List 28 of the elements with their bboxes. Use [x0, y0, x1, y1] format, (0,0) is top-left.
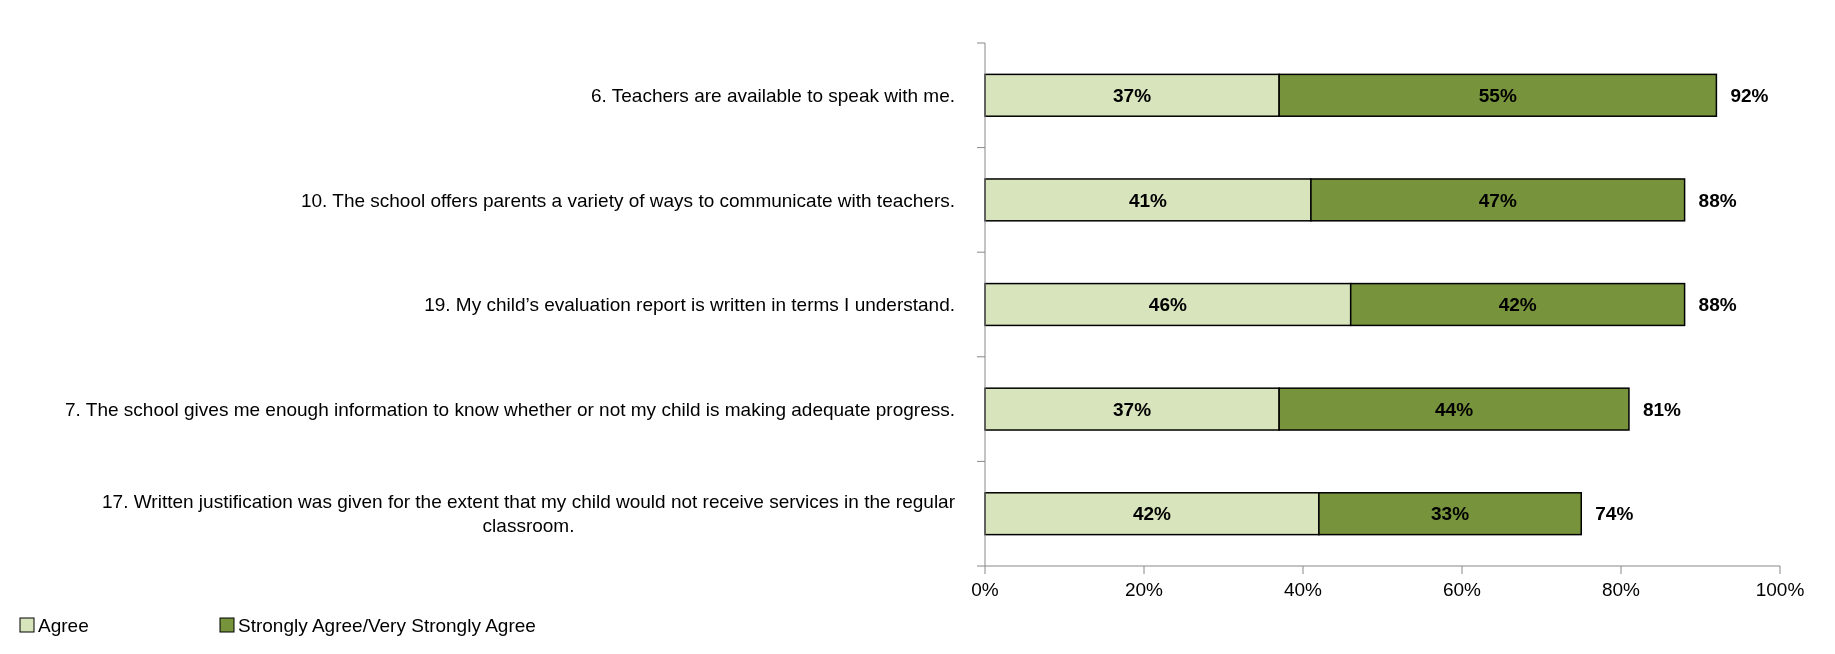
data-label: 55%	[1478, 84, 1517, 106]
total-label: 74%	[1595, 503, 1634, 525]
data-label: 47%	[1478, 189, 1517, 211]
y-tick-label: 10. The school offers parents a variety of ways to communicate with teachers.	[300, 189, 955, 211]
legend-label: Strongly Agree/Very Strongly Agree	[238, 614, 536, 636]
total-label: 81%	[1642, 398, 1682, 420]
data-label: 42%	[1498, 294, 1537, 316]
data-label: 37%	[1113, 84, 1152, 106]
data-label: 41%	[1128, 189, 1168, 211]
total-label: 88%	[1698, 189, 1737, 211]
total-label: 88%	[1698, 294, 1737, 316]
data-label: 46%	[1148, 294, 1187, 316]
data-label: 33%	[1431, 503, 1470, 525]
data-label: 37%	[1113, 398, 1152, 420]
legend-label: Agree	[38, 614, 89, 636]
y-tick-label: 7. The school gives me enough information to know whether or not my child is making adequate progress.	[65, 398, 955, 420]
data-label: 42%	[1132, 503, 1172, 525]
x-tick-label: 100%	[1755, 579, 1805, 600]
x-tick-label: 0%	[971, 579, 999, 600]
y-tick-label: 6. Teachers are available to speak with me.	[590, 84, 955, 106]
x-tick-label: 60%	[1442, 579, 1482, 600]
data-label: 44%	[1435, 398, 1474, 420]
y-tick-label: 17. Written justification was given for the extent that my child would not receive services in the regular classroom.	[102, 491, 956, 537]
x-tick-label: 20%	[1124, 579, 1164, 600]
y-tick-label: 19. My child’s evaluation report is written in terms I understand.	[424, 294, 955, 316]
total-label: 92%	[1730, 84, 1769, 106]
x-tick-label: 80%	[1601, 579, 1641, 600]
x-tick-label: 40%	[1283, 579, 1323, 600]
